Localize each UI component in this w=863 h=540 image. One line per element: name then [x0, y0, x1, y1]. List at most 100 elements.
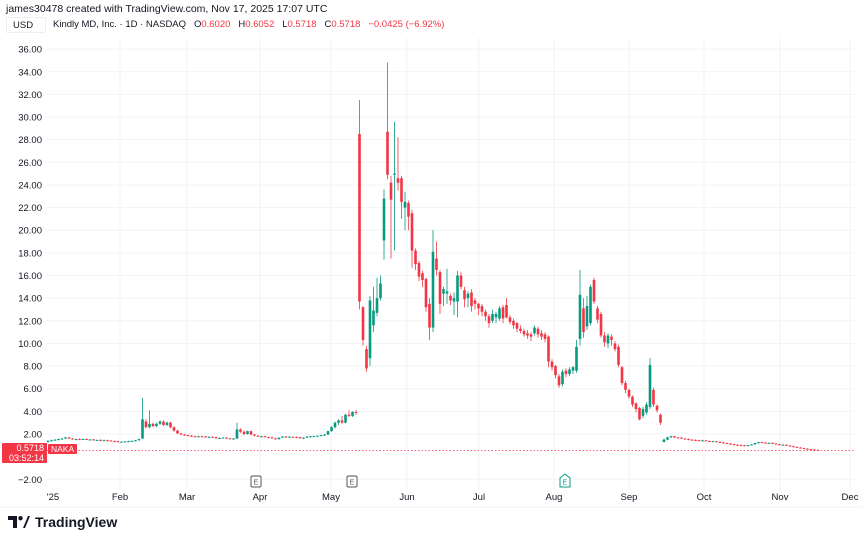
candle-down: [162, 420, 165, 427]
candle-up: [445, 268, 449, 304]
candle-body: [134, 440, 137, 442]
candle-up: [64, 436, 67, 440]
candle-down: [400, 175, 403, 219]
candle-body: [673, 436, 676, 438]
y-tick-label: 14.00: [18, 294, 42, 305]
candle-body: [435, 258, 438, 270]
candle-up: [757, 441, 760, 444]
candle-down: [631, 395, 634, 407]
bar-countdown: 03:52:14: [8, 453, 44, 463]
candle-body: [246, 431, 249, 434]
candle-down: [190, 435, 193, 437]
candle-up: [498, 306, 501, 321]
candle-body: [631, 396, 634, 405]
candle-body: [172, 427, 176, 431]
candle-down: [438, 269, 442, 315]
candle-body: [183, 434, 186, 436]
candle-up: [148, 410, 151, 429]
candle-body: [473, 300, 477, 304]
currency-button[interactable]: USD: [6, 17, 46, 33]
candle-down: [505, 298, 508, 319]
earnings-marker-icon[interactable]: E: [559, 473, 571, 488]
candle-down: [816, 449, 820, 451]
candle-body: [711, 441, 715, 443]
candle-down: [715, 441, 718, 443]
low-value: 0.5718: [287, 19, 317, 30]
candle-up: [218, 437, 221, 439]
candle-down: [487, 314, 491, 328]
candle-body: [466, 293, 470, 299]
candle-body: [431, 251, 435, 328]
candle-body: [379, 283, 382, 299]
candle-down: [729, 443, 732, 445]
candle-up: [207, 436, 211, 438]
candle-up: [442, 286, 445, 307]
candle-up: [165, 421, 169, 427]
earnings-marker-icon[interactable]: E: [250, 475, 262, 488]
candle-down: [613, 341, 617, 352]
candle-up: [403, 191, 407, 231]
candle-body: [386, 131, 389, 175]
candle-up: [260, 435, 263, 438]
candle-body: [270, 437, 274, 439]
candle-up: [375, 277, 379, 317]
x-tick-label: Jul: [473, 492, 485, 503]
candle-down: [610, 334, 613, 346]
candle-up: [568, 367, 571, 377]
candle-down: [347, 410, 351, 418]
y-tick-label: 24.00: [18, 180, 42, 191]
candle-body: [239, 429, 242, 432]
candle-down: [428, 298, 431, 341]
candle-body: [806, 448, 809, 450]
candle-body: [403, 201, 407, 208]
candle-body: [228, 438, 232, 440]
marker-label: E: [254, 480, 259, 487]
candle-down: [214, 436, 218, 439]
candle-down: [634, 402, 638, 413]
candle-down: [204, 436, 207, 438]
candle-body: [309, 436, 312, 438]
x-tick-label: Oct: [697, 492, 712, 503]
candle-down: [85, 438, 88, 440]
candle-down: [722, 441, 725, 444]
candle-down: [550, 359, 554, 371]
candle-body: [50, 440, 53, 442]
candle-down: [739, 444, 743, 447]
candle-body: [638, 407, 641, 420]
candle-down: [116, 440, 120, 443]
tradingview-logo[interactable]: TradingView: [8, 514, 117, 530]
candle-down: [410, 209, 414, 268]
candle-up: [281, 436, 284, 438]
x-tick-label: Dec: [842, 492, 859, 503]
close-value: 0.5718: [331, 19, 361, 30]
candle-body: [813, 449, 816, 451]
open-label: O: [193, 19, 202, 30]
candle-body: [690, 439, 694, 441]
candle-up: [81, 438, 85, 440]
symbol-title[interactable]: Kindly MD, Inc. · 1D · NASDAQ: [53, 19, 187, 30]
candle-body: [396, 178, 400, 183]
earnings-marker-icon[interactable]: E: [346, 475, 358, 488]
candle-body: [459, 275, 463, 287]
candle-down: [417, 260, 421, 282]
candle-body: [389, 182, 393, 200]
candle-body: [785, 444, 788, 446]
candle-down: [704, 440, 708, 442]
y-tick-label: −2.00: [18, 475, 42, 486]
candle-down: [687, 438, 690, 441]
candle-body: [123, 441, 127, 443]
candle-body: [778, 444, 781, 446]
candle-up: [57, 438, 60, 441]
candle-up: [585, 295, 589, 330]
candle-body: [225, 437, 228, 439]
candle-down: [477, 302, 480, 316]
candle-down: [582, 298, 585, 338]
candles: [46, 62, 820, 451]
candle-up: [701, 439, 704, 442]
candle-down: [106, 439, 109, 442]
marker-label: E: [350, 480, 355, 487]
candle-body: [74, 439, 78, 441]
x-tick-label: May: [322, 492, 340, 503]
candle-body: [802, 448, 806, 450]
